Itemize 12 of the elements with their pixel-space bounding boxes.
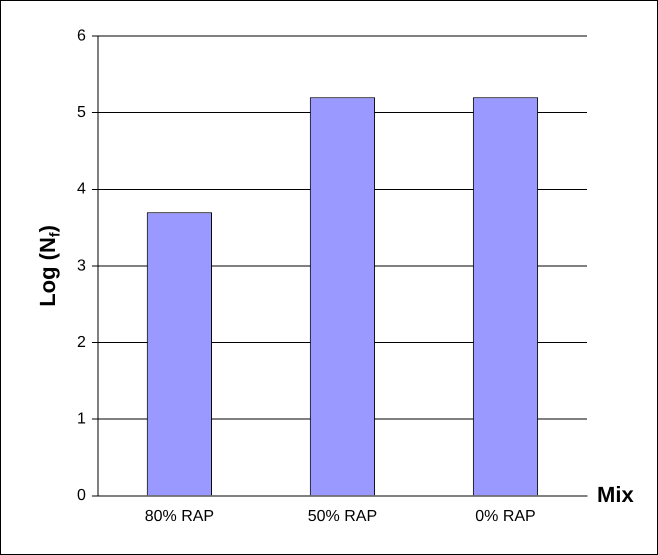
x-tick-label: 50% RAP: [308, 508, 378, 525]
y-tick-label: 3: [76, 257, 86, 274]
y-tick-label: 2: [76, 334, 86, 351]
x-axis-title: Mix: [597, 482, 634, 507]
y-axis-title: Log (Nf): [35, 225, 64, 307]
y-tick-label: 6: [76, 27, 86, 44]
y-tick-label: 5: [76, 104, 86, 122]
y-tick-label: 0: [76, 487, 86, 504]
x-tick-label: 0% RAP: [475, 508, 536, 525]
x-tick-label: 80% RAP: [144, 508, 214, 525]
y-tick-label: 4: [76, 180, 86, 198]
y-tick-label: 1: [76, 410, 86, 428]
